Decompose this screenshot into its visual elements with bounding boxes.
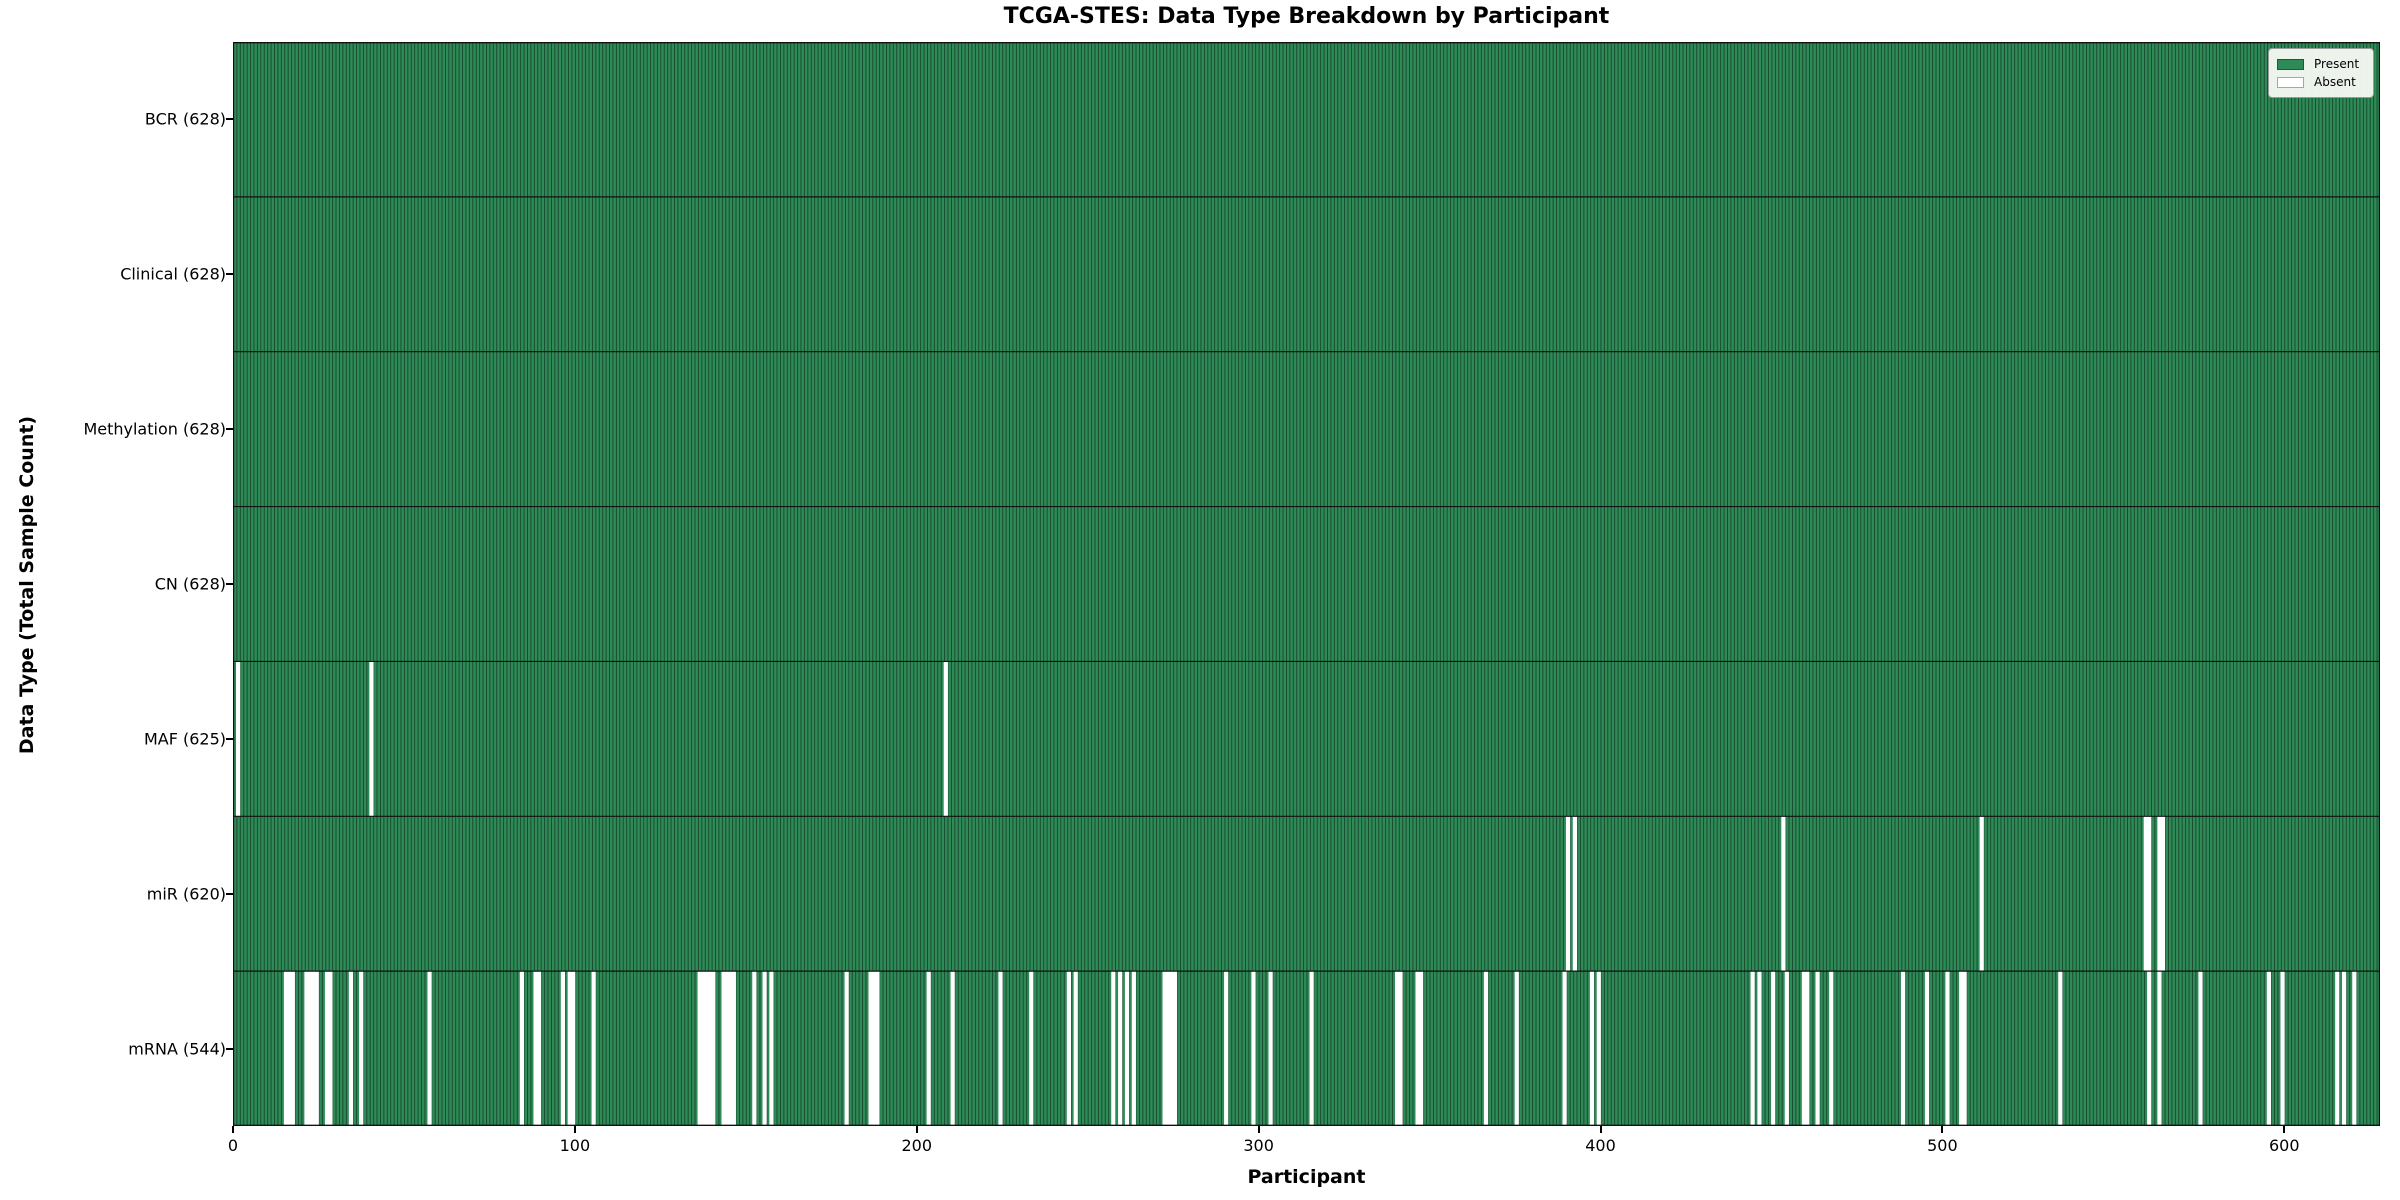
y-tick-mark: [226, 1047, 233, 1050]
chart-title: TCGA-STES: Data Type Breakdown by Partic…: [1003, 4, 1610, 29]
plot-area: Present Absent: [233, 42, 2380, 1126]
x-tick-mark: [1599, 1126, 1602, 1133]
x-tick-label-400: 400: [1585, 1136, 1616, 1155]
legend-label-absent: Absent: [2314, 75, 2356, 89]
x-axis-label: Participant: [1247, 1166, 1366, 1188]
x-tick-mark: [2283, 1126, 2286, 1133]
x-tick-label-300: 300: [1243, 1136, 1274, 1155]
y-tick-label-methylation: Methylation (628): [83, 419, 226, 439]
y-tick-mark: [226, 737, 233, 740]
y-tick-mark: [226, 892, 233, 895]
x-tick-label-600: 600: [2268, 1136, 2300, 1155]
y-tick-label-maf: MAF (625): [143, 729, 226, 749]
x-tick-mark: [232, 1126, 234, 1133]
heatmap-svg: [233, 42, 2380, 1126]
x-tick-mark: [1941, 1126, 1944, 1133]
y-tick-mark: [226, 428, 233, 431]
x-tick-mark: [915, 1126, 918, 1133]
y-tick-label-mrna: mRNA (544): [128, 1039, 226, 1059]
y-tick-mark: [226, 118, 233, 121]
present-swatch: [2277, 58, 2304, 70]
x-tick-mark: [1257, 1126, 1260, 1133]
x-tick-label-500: 500: [1927, 1136, 1958, 1155]
y-tick-label-bcr: BCR (628): [144, 109, 226, 129]
y-tick-mark: [226, 273, 233, 276]
x-tick-label-200: 200: [901, 1136, 933, 1155]
y-tick-mark: [226, 583, 233, 585]
legend: Present Absent: [2268, 48, 2374, 98]
y-tick-label-cn: CN (628): [154, 574, 226, 594]
y-axis-label: Data Type (Total Sample Count): [16, 415, 38, 755]
x-tick-mark: [573, 1126, 576, 1133]
legend-label-present: Present: [2314, 57, 2360, 71]
x-tick-label-0: 0: [227, 1136, 239, 1155]
legend-entry-absent: Absent: [2277, 73, 2365, 91]
y-tick-label-mir: miR (620): [146, 884, 226, 904]
y-tick-label-clinical: Clinical (628): [120, 264, 226, 284]
x-tick-label-100: 100: [559, 1136, 591, 1155]
legend-entry-present: Present: [2277, 55, 2365, 73]
absent-swatch: [2277, 76, 2304, 88]
